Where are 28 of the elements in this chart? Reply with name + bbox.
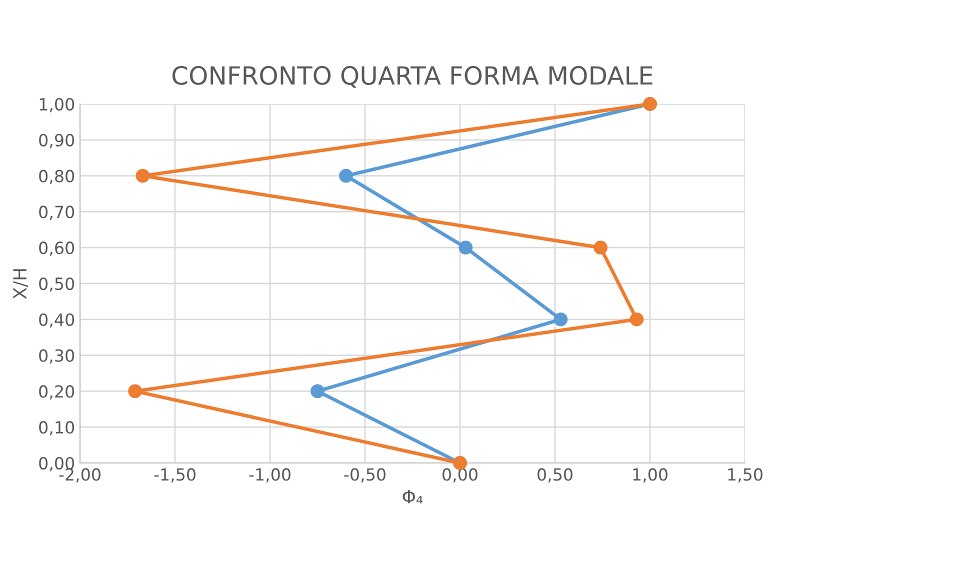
y-tick-label: 0,70 xyxy=(39,206,74,220)
point xyxy=(630,312,644,326)
point xyxy=(310,384,324,398)
y-tick-label: 0,40 xyxy=(39,313,74,328)
chart-title: CONFRONTO QUARTA FORMA MODALE xyxy=(172,66,652,88)
x-tick-label: 0,50 xyxy=(538,468,572,482)
y-axis-title: X/H xyxy=(13,269,28,299)
point xyxy=(339,168,353,183)
x-tick-label: 0,00 xyxy=(442,468,478,482)
x-tick-label: -1,50 xyxy=(154,468,196,482)
point xyxy=(128,384,142,398)
point xyxy=(554,312,568,326)
y-tick-label: 0,60 xyxy=(39,242,74,256)
y-tick-label: 0,20 xyxy=(39,385,74,400)
y-tick-label: 1,00 xyxy=(40,98,74,112)
y-tick-label: 0,10 xyxy=(39,421,74,436)
y-tick-label: 0,80 xyxy=(39,170,74,184)
x-tick-label: 1,50 xyxy=(728,468,762,482)
x-tick-label: -1,00 xyxy=(249,468,290,482)
x-tick-label: -0,50 xyxy=(344,468,386,482)
point xyxy=(136,168,150,183)
point xyxy=(594,240,608,255)
y-tick-label: 0,50 xyxy=(39,277,74,292)
x-axis-title: Φ₄ xyxy=(402,490,423,504)
point xyxy=(458,240,473,255)
y-tick-label: 0,30 xyxy=(39,349,74,364)
y-tick-label: 0,90 xyxy=(39,134,74,148)
x-tick-label: 1,00 xyxy=(633,468,668,482)
